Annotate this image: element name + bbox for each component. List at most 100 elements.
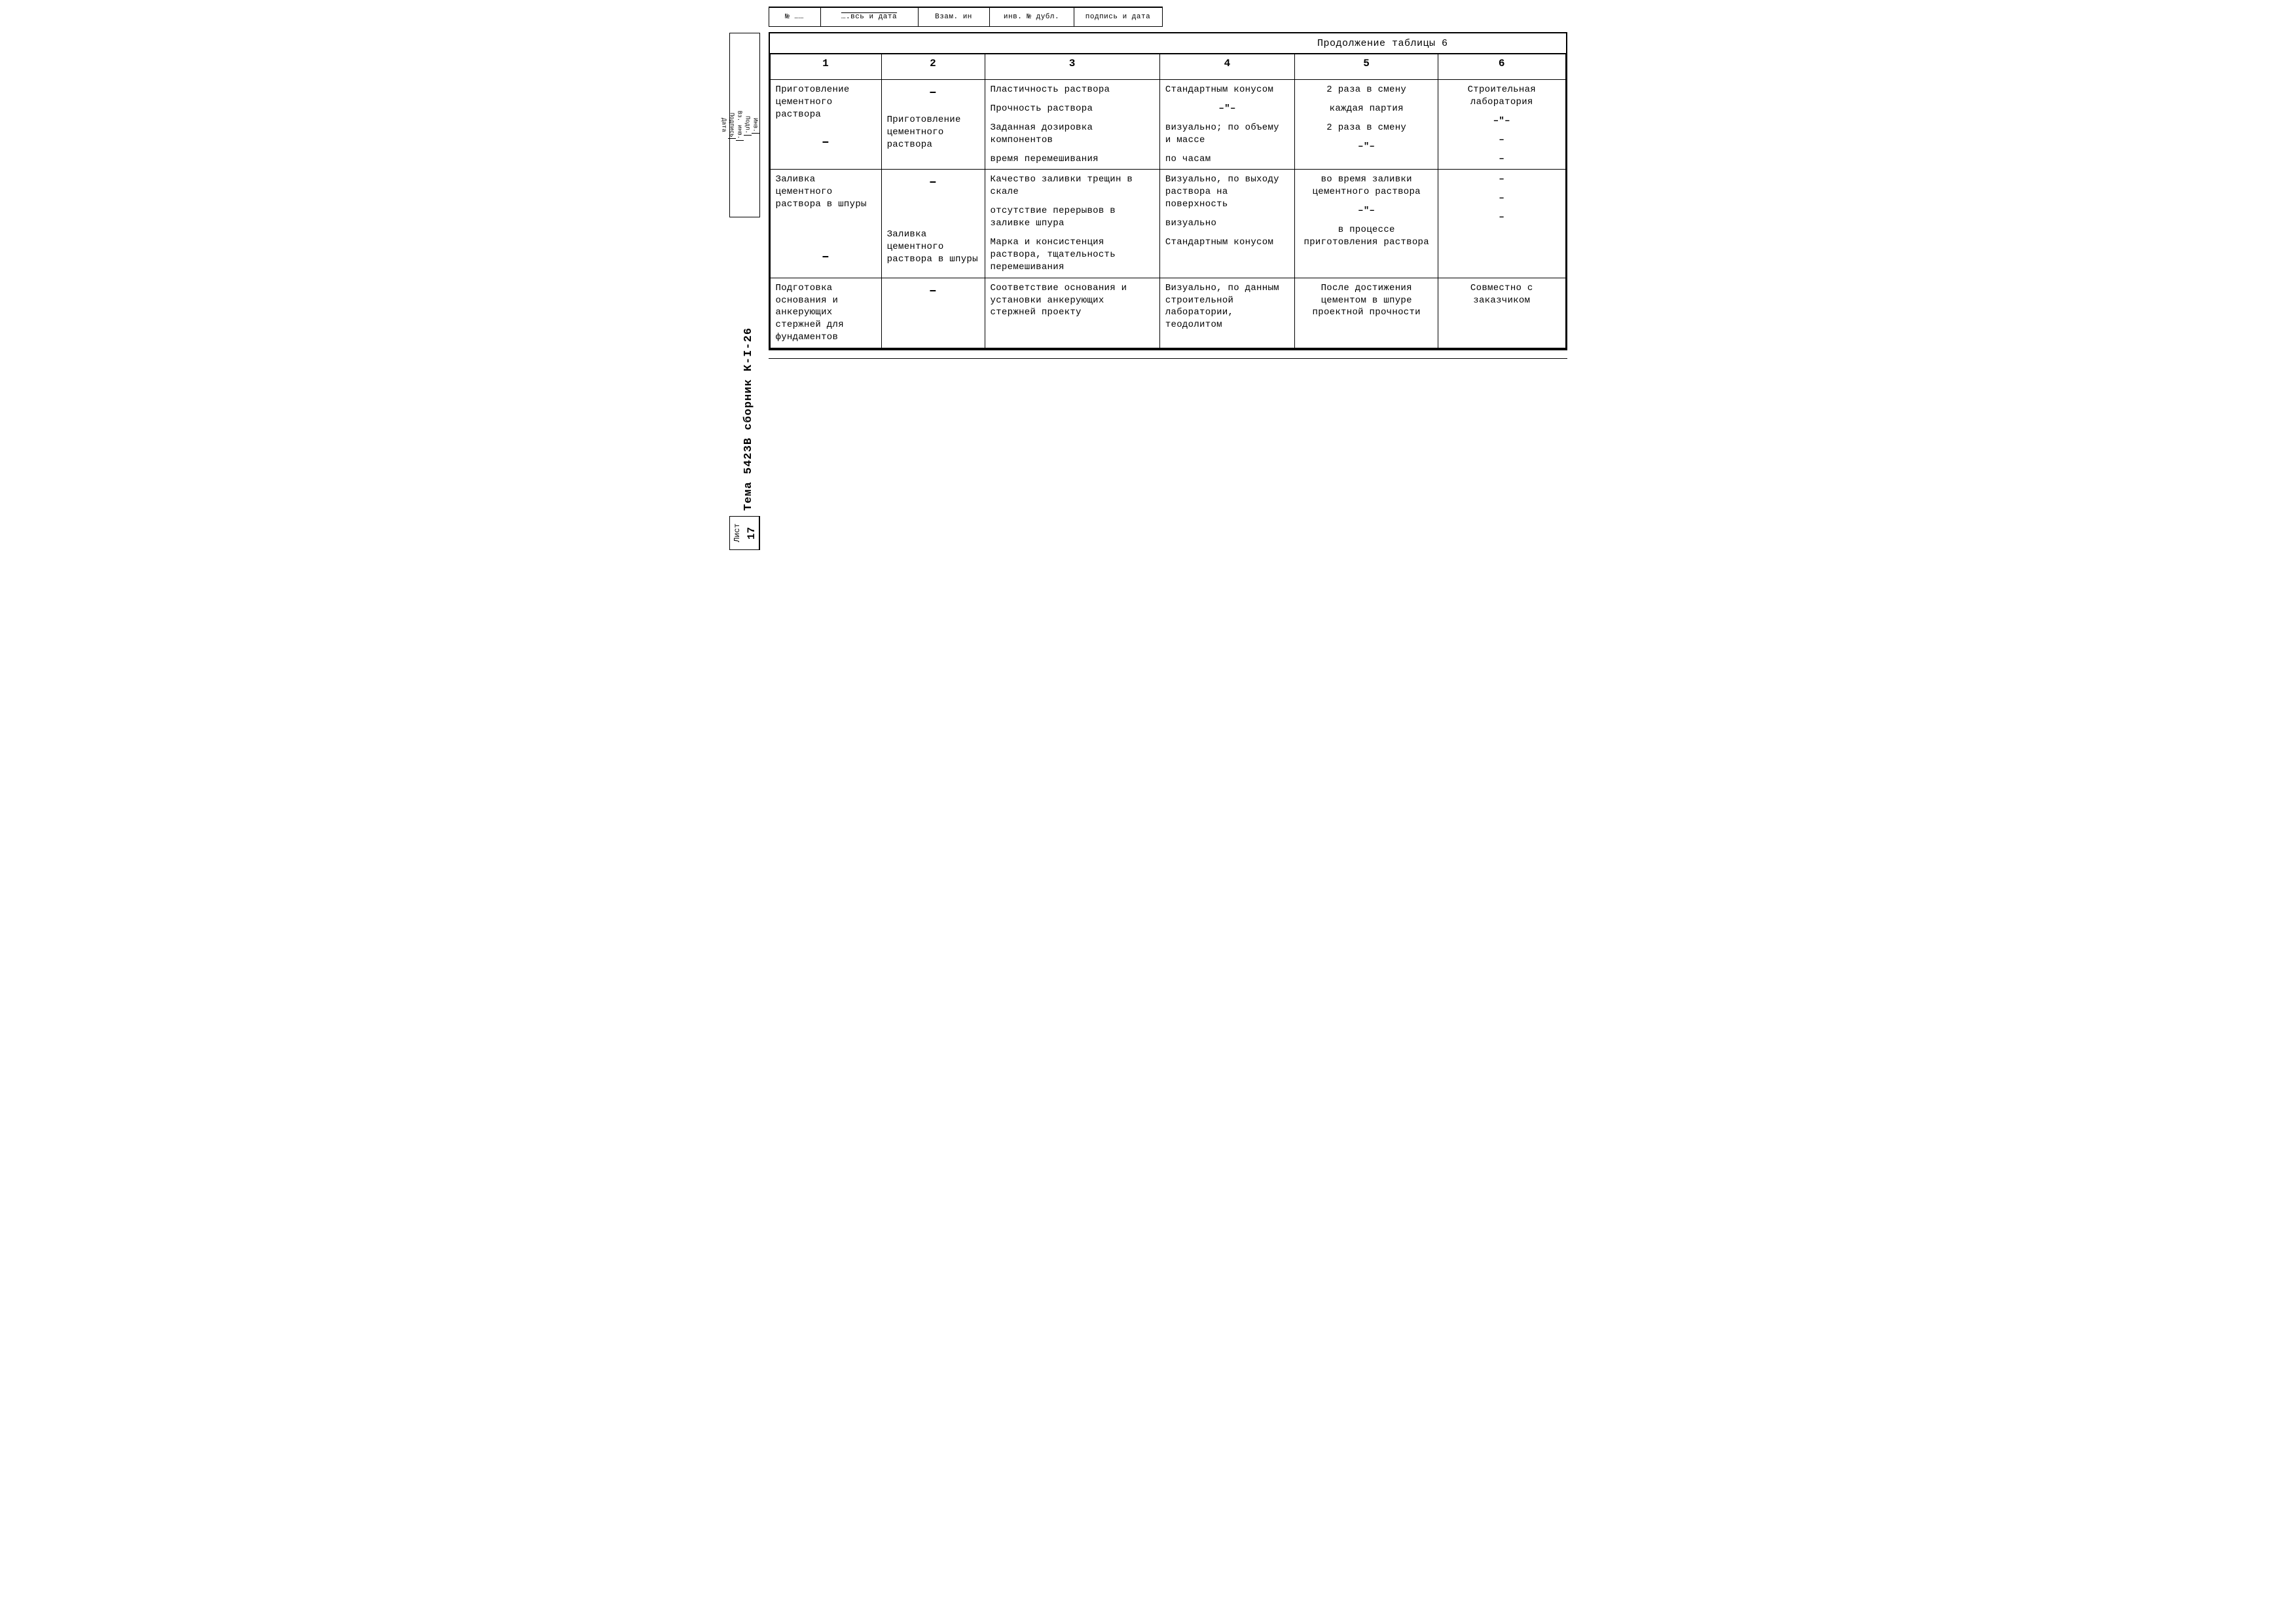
header-row: 1 2 3 4 5 6: [770, 54, 1565, 80]
left-stamp-boxes: Инв. Подп. Вз. инв. Подпись Дата: [729, 33, 760, 217]
cell-paragraph: –: [1444, 212, 1559, 224]
cell-paragraph: каждая партия: [1300, 103, 1432, 115]
cell-line: [887, 204, 979, 216]
cell-line: [776, 223, 876, 236]
col-header: 6: [1438, 54, 1565, 80]
cell-paragraph: –"–: [1165, 103, 1290, 115]
strip-text: ….всь и дата: [841, 13, 897, 21]
table-cell: Строительная лаборатория –"– – –: [1438, 80, 1565, 170]
table-cell: –: [881, 278, 985, 348]
caption-text: Продолжение таблицы 6: [1317, 38, 1448, 49]
cell-line: Подготовка основания и анкерующих стержн…: [776, 282, 876, 344]
table-outer-frame: Продолжение таблицы 6 1 2 3 4 5 6 Пригот…: [769, 32, 1567, 350]
table-cell: 2 раза в смену каждая партия 2 раза в смен…: [1295, 80, 1438, 170]
cell-line: –: [887, 282, 979, 300]
strip-cell-sign-date-2: подпись и дата: [1074, 8, 1162, 26]
cell-line: –: [776, 248, 876, 266]
cell-paragraph: Соответствие основания и установки анкер…: [991, 282, 1154, 320]
table-cell: – – –: [1438, 170, 1565, 278]
left-box: Подп.: [744, 115, 752, 136]
table-cell: Качество заливки трещин в скале отсутстви…: [985, 170, 1159, 278]
cell-paragraph: визуально: [1165, 217, 1290, 230]
left-box-text: Подп.: [744, 116, 751, 134]
table-cell: Стандартным конусом –"– визуально; по объе…: [1159, 80, 1295, 170]
table-cell: Визуально, по выходу раствора на поверхн…: [1159, 170, 1295, 278]
cell-paragraph: –: [1444, 153, 1559, 166]
table-cell: – Приготовление цементного раствора: [881, 80, 985, 170]
table-cell: Подготовка основания и анкерующих стержн…: [770, 278, 881, 348]
col-header: 2: [881, 54, 985, 80]
cell-line: [776, 236, 876, 248]
cell-paragraph: –"–: [1300, 141, 1432, 153]
table-row: Приготовление цементного раствора –– При…: [770, 80, 1565, 170]
cell-paragraph: Прочность раствора: [991, 103, 1154, 115]
cell-paragraph: Марка и консистенция раствора, тщательно…: [991, 236, 1154, 274]
cell-paragraph: время перемешивания: [991, 153, 1154, 166]
left-box: Дата: [720, 117, 728, 134]
cell-paragraph: –"–: [1300, 205, 1432, 217]
cell-line: –: [887, 84, 979, 101]
strip-text: Взам. ин: [935, 13, 972, 21]
cell-paragraph: Стандартным конусом: [1165, 236, 1290, 249]
cell-paragraph: Качество заливки трещин в скале: [991, 174, 1154, 198]
cell-paragraph: 2 раза в смену: [1300, 122, 1432, 134]
cell-paragraph: 2 раза в смену: [1300, 84, 1432, 96]
strip-cell-inv-no: № ……: [769, 8, 821, 26]
cell-paragraph: –: [1444, 134, 1559, 147]
cell-paragraph: по часам: [1165, 153, 1290, 166]
cell-line: [887, 216, 979, 229]
vertical-title-wrap: Тема 5423В сборник К-I-26: [735, 249, 754, 511]
table-cell: – Заливка цементного раствора в шпуры: [881, 170, 985, 278]
sheet-number: 17: [744, 517, 759, 549]
sheet-label: Лист: [730, 517, 744, 549]
cell-paragraph: Визуально, по выходу раствора на поверхн…: [1165, 174, 1290, 211]
table-cell: Приготовление цементного раствора –: [770, 80, 881, 170]
cell-line: Заливка цементного раствора в шпуры: [887, 229, 979, 266]
vertical-title: Тема 5423В сборник К-I-26: [742, 327, 755, 511]
cell-paragraph: Строительная лаборатория: [1444, 84, 1559, 109]
cell-paragraph: Пластичность раствора: [991, 84, 1154, 96]
left-box-text: Подпись: [729, 113, 735, 138]
cell-line: –: [887, 174, 979, 191]
revision-header-strip: № …… ….всь и дата Взам. ин инв. № дубл. …: [769, 7, 1163, 27]
table-caption: Продолжение таблицы 6: [770, 33, 1566, 54]
table-cell: Заливка цементного раствора в шпуры –: [770, 170, 881, 278]
table-cell: Визуально, по данным строительной лабора…: [1159, 278, 1295, 348]
cell-paragraph: Совместно с заказчиком: [1444, 282, 1559, 307]
sheet-number-box: Лист 17: [729, 516, 760, 550]
cell-paragraph: Визуально, по данным строительной лабора…: [1165, 282, 1290, 332]
cell-line: [887, 101, 979, 114]
left-box-text: Инв.: [752, 118, 759, 132]
bottom-rule: [769, 358, 1567, 359]
table-cell: Пластичность раствора Прочность раствора З…: [985, 80, 1159, 170]
cell-paragraph: Стандартным конусом: [1165, 84, 1290, 96]
cell-line: [776, 211, 876, 223]
col-header: 5: [1295, 54, 1438, 80]
left-box-text: Дата: [721, 118, 727, 132]
strip-text: подпись и дата: [1085, 13, 1150, 21]
main-table: 1 2 3 4 5 6 Приготовление цементного рас…: [770, 54, 1566, 348]
cell-paragraph: визуально; по объему и массе: [1165, 122, 1290, 147]
col-header: 4: [1159, 54, 1295, 80]
cell-line: Приготовление цементного раствора: [776, 84, 876, 121]
cell-paragraph: в процессе приготовления раствора: [1300, 224, 1432, 249]
col-header: 1: [770, 54, 881, 80]
strip-cell-vzam: Взам. ин: [919, 8, 990, 26]
cell-paragraph: отсутствие перерывов в заливке шпура: [991, 205, 1154, 230]
table-row: Заливка цементного раствора в шпуры –– З…: [770, 170, 1565, 278]
cell-paragraph: во время заливки цементного раствора: [1300, 174, 1432, 198]
cell-paragraph: –: [1444, 193, 1559, 205]
table-body: Приготовление цементного раствора –– При…: [770, 80, 1565, 348]
left-margin-block: Инв. Подп. Вз. инв. Подпись Дата Тема 54…: [729, 33, 765, 550]
cell-line: [776, 121, 876, 134]
table-row: Подготовка основания и анкерующих стержн…: [770, 278, 1565, 348]
col-header: 3: [985, 54, 1159, 80]
cell-paragraph: –: [1444, 174, 1559, 186]
cell-paragraph: –"–: [1444, 115, 1559, 128]
left-box: Инв.: [752, 117, 759, 134]
cell-paragraph: Заданная дозировка компонентов: [991, 122, 1154, 147]
strip-text: № ……: [785, 13, 803, 21]
table-cell: во время заливки цементного раствора –"– в…: [1295, 170, 1438, 278]
strip-cell-sign-date-1: ….всь и дата: [821, 8, 919, 26]
cell-line: Заливка цементного раствора в шпуры: [776, 174, 876, 211]
